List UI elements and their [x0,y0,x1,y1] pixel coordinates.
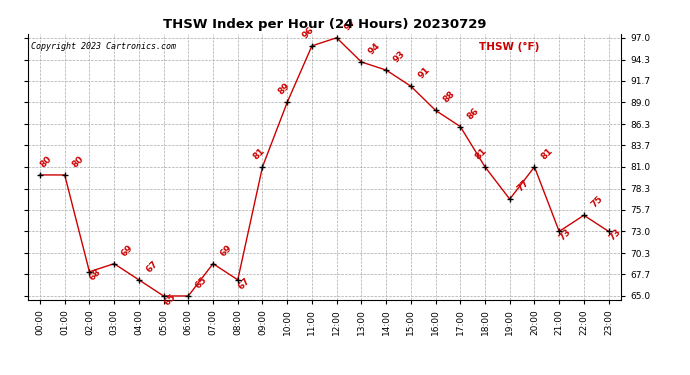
Text: 80: 80 [39,154,54,170]
Text: 81: 81 [474,146,489,161]
Text: 96: 96 [301,25,316,40]
Text: 77: 77 [515,178,531,194]
Text: 94: 94 [367,41,382,56]
Text: 68: 68 [88,268,104,283]
Text: 86: 86 [466,106,481,121]
Text: 69: 69 [219,243,234,258]
Text: 75: 75 [589,194,604,210]
Text: 67: 67 [237,276,252,291]
Text: 65: 65 [194,275,209,290]
Text: THSW (°F): THSW (°F) [479,42,539,52]
Text: 89: 89 [276,81,291,97]
Text: 97: 97 [342,17,357,32]
Title: THSW Index per Hour (24 Hours) 20230729: THSW Index per Hour (24 Hours) 20230729 [163,18,486,31]
Text: Copyright 2023 Cartronics.com: Copyright 2023 Cartronics.com [30,42,175,51]
Text: 80: 80 [70,154,86,170]
Text: 81: 81 [251,146,266,161]
Text: 65: 65 [162,292,177,307]
Text: 69: 69 [119,243,135,258]
Text: 81: 81 [540,146,555,161]
Text: 88: 88 [441,90,456,105]
Text: 73: 73 [558,227,573,243]
Text: 73: 73 [607,227,622,243]
Text: 67: 67 [144,259,159,274]
Text: 91: 91 [416,65,432,81]
Text: 93: 93 [392,49,407,64]
